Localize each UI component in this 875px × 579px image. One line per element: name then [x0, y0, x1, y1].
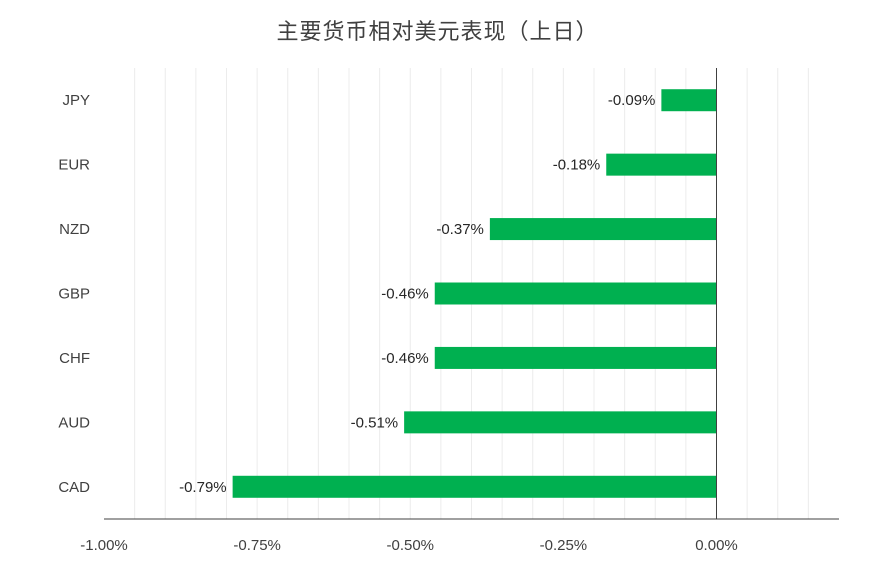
bar-eur: [606, 153, 717, 176]
x-tick-label: -0.25%: [540, 537, 588, 554]
bar-gbp: [434, 282, 717, 305]
category-label-gbp: GBP: [58, 286, 90, 303]
axes: [104, 68, 839, 520]
category-label-nzd: NZD: [59, 221, 90, 238]
bar-nzd: [489, 218, 717, 241]
x-tick-label: -0.75%: [233, 537, 281, 554]
x-tick-label: -1.00%: [80, 537, 128, 554]
bar-cad: [232, 475, 717, 498]
x-tick-label: -0.50%: [386, 537, 434, 554]
data-label-chf: -0.46%: [381, 350, 429, 367]
data-label-nzd: -0.37%: [436, 221, 484, 238]
chart-title: 主要货币相对美元表现（上日）: [276, 20, 599, 45]
data-label-gbp: -0.46%: [381, 286, 429, 303]
category-label-eur: EUR: [58, 157, 90, 174]
data-label-aud: -0.51%: [351, 414, 399, 431]
category-label-aud: AUD: [58, 414, 90, 431]
data-label-jpy: -0.09%: [608, 92, 656, 109]
bars: [232, 89, 717, 498]
bar-chf: [434, 346, 717, 369]
data-label-cad: -0.79%: [179, 479, 227, 496]
bar-aud: [404, 411, 717, 434]
category-label-cad: CAD: [58, 479, 90, 496]
x-tick-label: 0.00%: [695, 537, 738, 554]
labels: JPY -0.09% EUR -0.18% NZD -0.37% GBP -0.46% CHF -…: [58, 92, 737, 554]
category-label-jpy: JPY: [62, 92, 90, 109]
data-label-eur: -0.18%: [553, 157, 601, 174]
category-label-chf: CHF: [59, 350, 90, 367]
bar-jpy: [661, 89, 717, 112]
